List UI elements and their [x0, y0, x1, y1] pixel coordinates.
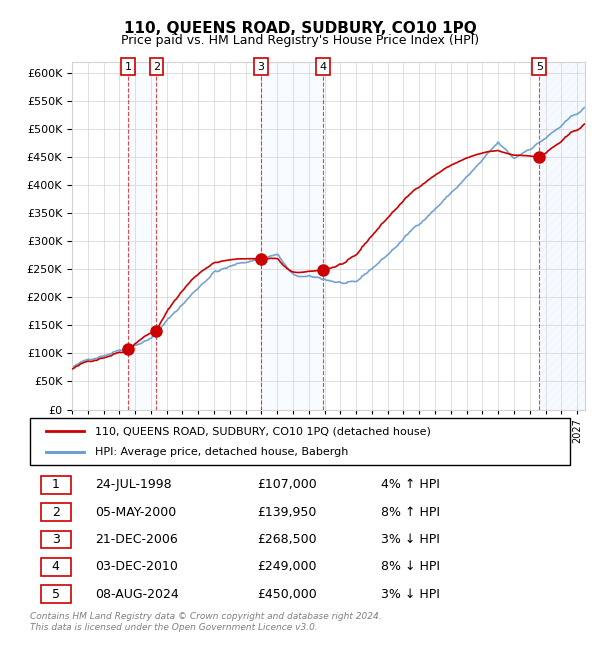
- FancyBboxPatch shape: [41, 503, 71, 521]
- Text: HPI: Average price, detached house, Babergh: HPI: Average price, detached house, Babe…: [95, 447, 348, 457]
- Text: £139,950: £139,950: [257, 506, 316, 519]
- Text: 3% ↓ HPI: 3% ↓ HPI: [381, 533, 440, 546]
- Text: £107,000: £107,000: [257, 478, 317, 491]
- Text: 03-DEC-2010: 03-DEC-2010: [95, 560, 178, 573]
- Text: 4% ↑ HPI: 4% ↑ HPI: [381, 478, 440, 491]
- Text: 3% ↓ HPI: 3% ↓ HPI: [381, 588, 440, 601]
- Text: 1: 1: [52, 478, 59, 491]
- Text: 110, QUEENS ROAD, SUDBURY, CO10 1PQ (detached house): 110, QUEENS ROAD, SUDBURY, CO10 1PQ (det…: [95, 426, 431, 436]
- Text: 5: 5: [52, 588, 59, 601]
- Text: 21-DEC-2006: 21-DEC-2006: [95, 533, 178, 546]
- Text: 3: 3: [52, 533, 59, 546]
- Bar: [539, 62, 585, 410]
- Text: 2: 2: [153, 62, 160, 72]
- Text: 08-AUG-2024: 08-AUG-2024: [95, 588, 179, 601]
- Text: Price paid vs. HM Land Registry's House Price Index (HPI): Price paid vs. HM Land Registry's House …: [121, 34, 479, 47]
- Text: £249,000: £249,000: [257, 560, 316, 573]
- Text: 4: 4: [52, 560, 59, 573]
- FancyBboxPatch shape: [41, 558, 71, 576]
- Text: 110, QUEENS ROAD, SUDBURY, CO10 1PQ: 110, QUEENS ROAD, SUDBURY, CO10 1PQ: [124, 21, 476, 36]
- FancyBboxPatch shape: [41, 476, 71, 494]
- Text: 4: 4: [320, 62, 327, 72]
- Text: 3: 3: [257, 62, 265, 72]
- Text: 05-MAY-2000: 05-MAY-2000: [95, 506, 176, 519]
- Text: 5: 5: [536, 62, 543, 72]
- Text: 8% ↓ HPI: 8% ↓ HPI: [381, 560, 440, 573]
- FancyBboxPatch shape: [30, 418, 570, 465]
- FancyBboxPatch shape: [41, 585, 71, 603]
- Bar: [261, 62, 323, 410]
- Text: Contains HM Land Registry data © Crown copyright and database right 2024.
This d: Contains HM Land Registry data © Crown c…: [30, 612, 382, 632]
- Bar: [128, 62, 157, 410]
- Text: 8% ↑ HPI: 8% ↑ HPI: [381, 506, 440, 519]
- Text: 2: 2: [52, 506, 59, 519]
- Text: £268,500: £268,500: [257, 533, 316, 546]
- FancyBboxPatch shape: [41, 530, 71, 549]
- Text: £450,000: £450,000: [257, 588, 317, 601]
- Text: 24-JUL-1998: 24-JUL-1998: [95, 478, 172, 491]
- Text: 1: 1: [125, 62, 131, 72]
